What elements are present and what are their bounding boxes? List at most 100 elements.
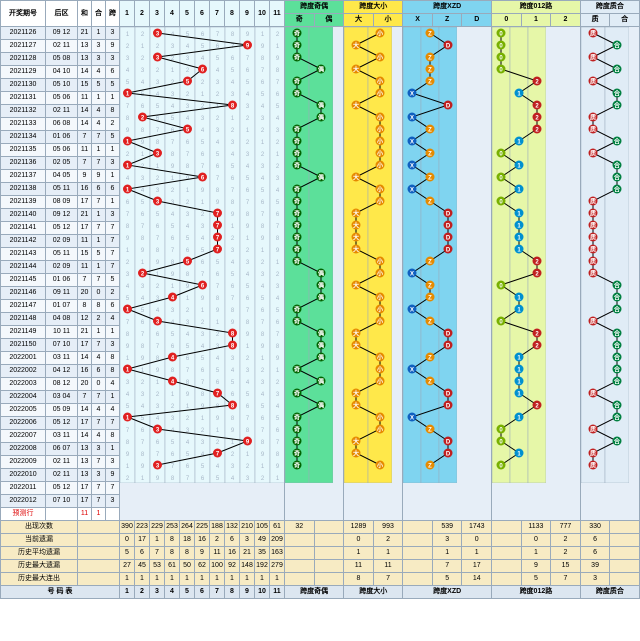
svg-text:偶: 偶 — [318, 282, 324, 290]
group-zh: 跨度质合 — [580, 1, 639, 14]
stat-val — [492, 521, 522, 534]
stat-val: 229 — [150, 521, 165, 534]
svg-text:大: 大 — [353, 342, 359, 350]
stat-val: 1 — [165, 573, 180, 586]
stat-val — [314, 573, 344, 586]
stat-val: 1 — [180, 573, 195, 586]
cell-he: 20 — [78, 378, 92, 391]
svg-text:小: 小 — [376, 354, 383, 362]
stat-val: 390 — [120, 521, 135, 534]
stat-val — [492, 547, 522, 560]
footer-num: 7 — [210, 586, 225, 599]
cell-he: 12 — [78, 313, 92, 326]
svg-text:小: 小 — [376, 138, 383, 146]
svg-text:小: 小 — [376, 378, 383, 386]
svg-text:合: 合 — [614, 378, 621, 386]
cell-pair: 01 06 — [46, 274, 78, 287]
svg-text:偶: 偶 — [318, 102, 324, 110]
footer-oe: 跨度奇偶 — [285, 586, 344, 599]
cell-he2: 7 — [92, 222, 106, 235]
svg-text:合: 合 — [614, 66, 621, 74]
cell-pair: 03 04 — [46, 391, 78, 404]
cell-he: 15 — [78, 79, 92, 92]
stat-val: 223 — [135, 521, 150, 534]
stat-val: 5 — [521, 573, 551, 586]
svg-text:奇: 奇 — [294, 138, 300, 146]
svg-text:合: 合 — [614, 330, 621, 338]
cell-he: 11 — [78, 261, 92, 274]
svg-text:奇: 奇 — [294, 414, 300, 422]
cell-pair: 04 08 — [46, 313, 78, 326]
cell-kua: 6 — [106, 300, 120, 313]
cell-issue: 2021145 — [1, 274, 46, 287]
svg-text:D: D — [446, 344, 451, 350]
stat-val: 777 — [551, 521, 581, 534]
xzd-col-1: Z — [432, 14, 462, 27]
stat-val — [314, 521, 344, 534]
cell-pair: 09 11 — [46, 287, 78, 300]
cell-kua: 7 — [106, 261, 120, 274]
cell-kua: 8 — [106, 352, 120, 365]
cell-pair: 05 06 — [46, 144, 78, 157]
cell-issue: 2021139 — [1, 196, 46, 209]
trend-col-10: 10 — [255, 1, 270, 27]
svg-text:大: 大 — [353, 42, 359, 50]
stat-val: 53 — [150, 560, 165, 573]
stat-val: 7 — [551, 573, 581, 586]
svg-text:奇: 奇 — [294, 258, 300, 266]
cell-he2: 1 — [92, 144, 106, 157]
cell-kua: 4 — [106, 313, 120, 326]
stat-val — [610, 573, 640, 586]
stat-val — [403, 547, 433, 560]
cell-pair: 07 10 — [46, 495, 78, 508]
svg-text:奇: 奇 — [294, 54, 300, 62]
stat-val: 5 — [432, 573, 462, 586]
trend-col-11: 11 — [270, 1, 285, 27]
footer-ds: 跨度大小 — [344, 586, 403, 599]
stat-val: 50 — [180, 560, 195, 573]
svg-text:D: D — [446, 404, 451, 410]
cell-pair: 04 12 — [46, 365, 78, 378]
cell-he2: 6 — [92, 365, 106, 378]
svg-text:大: 大 — [353, 450, 359, 458]
footer-num: 1 — [120, 586, 135, 599]
svg-text:偶: 偶 — [318, 66, 324, 74]
svg-text:奇: 奇 — [294, 234, 300, 242]
cell-he2: 0 — [92, 378, 106, 391]
cell-pair: 08 09 — [46, 196, 78, 209]
svg-text:小: 小 — [376, 318, 383, 326]
cell-he: 16 — [78, 365, 92, 378]
stat-val: 7 — [373, 573, 403, 586]
cell-he2: 7 — [92, 196, 106, 209]
cell-he2: 7 — [92, 391, 106, 404]
cell-pair: 09 12 — [46, 27, 78, 40]
cell-he2: 0 — [92, 287, 106, 300]
svg-text:合: 合 — [614, 186, 621, 194]
footer-num: 3 — [150, 586, 165, 599]
svg-text:Z: Z — [428, 200, 432, 206]
svg-text:偶: 偶 — [318, 270, 324, 278]
stat-val: 32 — [285, 521, 315, 534]
stat-val: 11 — [344, 560, 374, 573]
cell-pair: 05 09 — [46, 404, 78, 417]
stat-val: 2 — [210, 534, 225, 547]
cell-issue: 2021130 — [1, 79, 46, 92]
stat-val: 100 — [210, 560, 225, 573]
cell-kua: 1 — [106, 92, 120, 105]
svg-text:质: 质 — [590, 258, 596, 266]
cell-he2: 1 — [92, 235, 106, 248]
stat-val: 8 — [344, 573, 374, 586]
stat-val — [285, 534, 315, 547]
svg-text:合: 合 — [614, 402, 621, 410]
stat-val: 39 — [580, 560, 610, 573]
cell-issue: 2022003 — [1, 378, 46, 391]
stat-val: 62 — [195, 560, 210, 573]
cell-pair: 02 11 — [46, 105, 78, 118]
svg-text:偶: 偶 — [318, 174, 324, 182]
cell-kua: 8 — [106, 365, 120, 378]
cell-pair: 06 08 — [46, 118, 78, 131]
trend-col-2: 2 — [135, 1, 150, 27]
svg-text:D: D — [446, 392, 451, 398]
trend-col-4: 4 — [165, 1, 180, 27]
cell-he2: 3 — [92, 40, 106, 53]
